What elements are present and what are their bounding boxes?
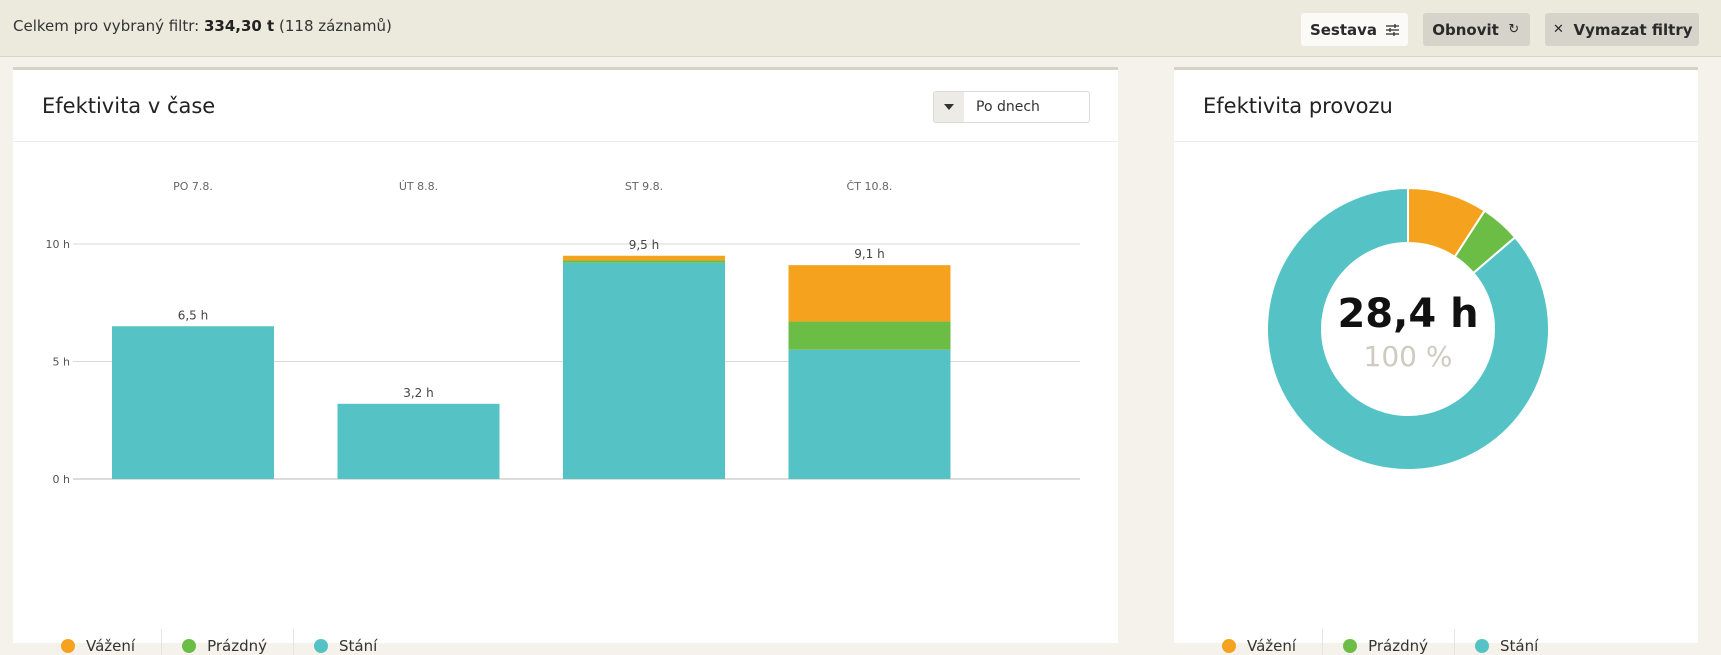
category-label: ST 9.8. [625, 180, 663, 193]
filter-summary: Celkem pro vybraný filtr: 334,30 t (118 … [13, 17, 392, 35]
legend-label: Prázdný [1368, 637, 1428, 655]
legend-dot [61, 639, 75, 653]
legend-item[interactable]: Vážení [61, 629, 161, 655]
legend-item[interactable]: Vážení [1222, 629, 1322, 655]
bar-segment[interactable] [788, 265, 951, 322]
y-tick-label: 0 h [53, 473, 70, 486]
card-header: Efektivita v čase Po dnech [13, 70, 1118, 142]
period-select[interactable]: Po dnech [933, 91, 1090, 123]
legend-item[interactable]: Prázdný [161, 629, 293, 655]
refresh-icon: ↻ [1508, 22, 1520, 37]
legend-dot [1343, 639, 1358, 653]
y-tick-label: 10 h [46, 238, 70, 251]
top-bar: Celkem pro vybraný filtr: 334,30 t (118 … [0, 0, 1721, 57]
summary-suffix: (118 záznamů) [274, 17, 392, 35]
legend-label: Vážení [1247, 637, 1297, 655]
efektivita-v-case-card: Efektivita v čase Po dnech 0 h 5 h 10 h PO … [13, 67, 1118, 655]
bar-segment[interactable] [112, 326, 274, 479]
close-icon: ✕ [1553, 22, 1564, 37]
bar-segment[interactable] [788, 349, 951, 479]
legend-item[interactable]: Prázdný [1322, 629, 1454, 655]
bar-total-label: 3,2 h [403, 386, 434, 400]
donut-slice[interactable] [1266, 186, 1550, 471]
bar-total-label: 9,1 h [854, 247, 885, 261]
bar-segment[interactable] [788, 321, 951, 350]
bar-segment[interactable] [563, 255, 725, 261]
legend-dot [182, 639, 197, 653]
donut-center-percent: 100 % [1364, 340, 1453, 373]
bar-segment[interactable] [563, 262, 725, 479]
y-tick-label: 5 h [53, 356, 70, 369]
legend-dot [1475, 639, 1489, 653]
stacked-bar-chart: 0 h 5 h 10 h PO 7.8. 6,5 h ÚT 8.8. 3,2 h ST 9.8… [46, 180, 1080, 486]
card-title: Efektivita v čase [42, 94, 216, 118]
card-title: Efektivita provozu [1203, 94, 1393, 118]
category-label: ČT 10.8. [847, 180, 893, 193]
legend-dot [314, 639, 328, 653]
summary-value: 334,30 t [203, 17, 275, 35]
efektivita-provozu-card: Efektivita provozu 28,4 h 100 % Vážení Prá… [1174, 67, 1698, 655]
legend-item[interactable]: Stání [1454, 629, 1564, 655]
legend-label: Prázdný [207, 637, 267, 655]
bar-total-label: 9,5 h [629, 238, 660, 252]
sestava-label: Sestava [1309, 20, 1378, 39]
legend-item[interactable]: Stání [293, 629, 403, 655]
period-select-value: Po dnech [976, 99, 1040, 115]
sliders-icon [1385, 23, 1399, 37]
legend-label: Stání [1500, 637, 1539, 655]
sestava-button[interactable]: Sestava [1301, 13, 1408, 46]
clear-filters-button[interactable]: ✕ Vymazat filtry [1545, 13, 1699, 46]
bar-total-label: 6,5 h [178, 308, 209, 322]
bar-segment[interactable] [337, 403, 500, 479]
legend-dot [1222, 639, 1236, 653]
obnovit-label: Obnovit [1432, 20, 1499, 39]
legend-label: Vážení [86, 637, 136, 655]
card-header: Efektivita provozu [1174, 70, 1698, 142]
clear-filters-label: Vymazat filtry [1573, 20, 1693, 39]
donut-legend: Vážení Prázdný Stání [1222, 626, 1564, 655]
donut-center-value: 28,4 h [1337, 291, 1478, 337]
chevron-down-icon [934, 92, 964, 122]
legend-label: Stání [339, 637, 378, 655]
category-label: PO 7.8. [173, 180, 213, 193]
summary-prefix: Celkem pro vybraný filtr: [13, 17, 204, 35]
chart-legend: Vážení Prázdný Stání [61, 626, 403, 655]
category-label: ÚT 8.8. [399, 180, 438, 193]
obnovit-button[interactable]: Obnovit ↻ [1423, 13, 1530, 46]
bar-segment[interactable] [563, 260, 725, 263]
